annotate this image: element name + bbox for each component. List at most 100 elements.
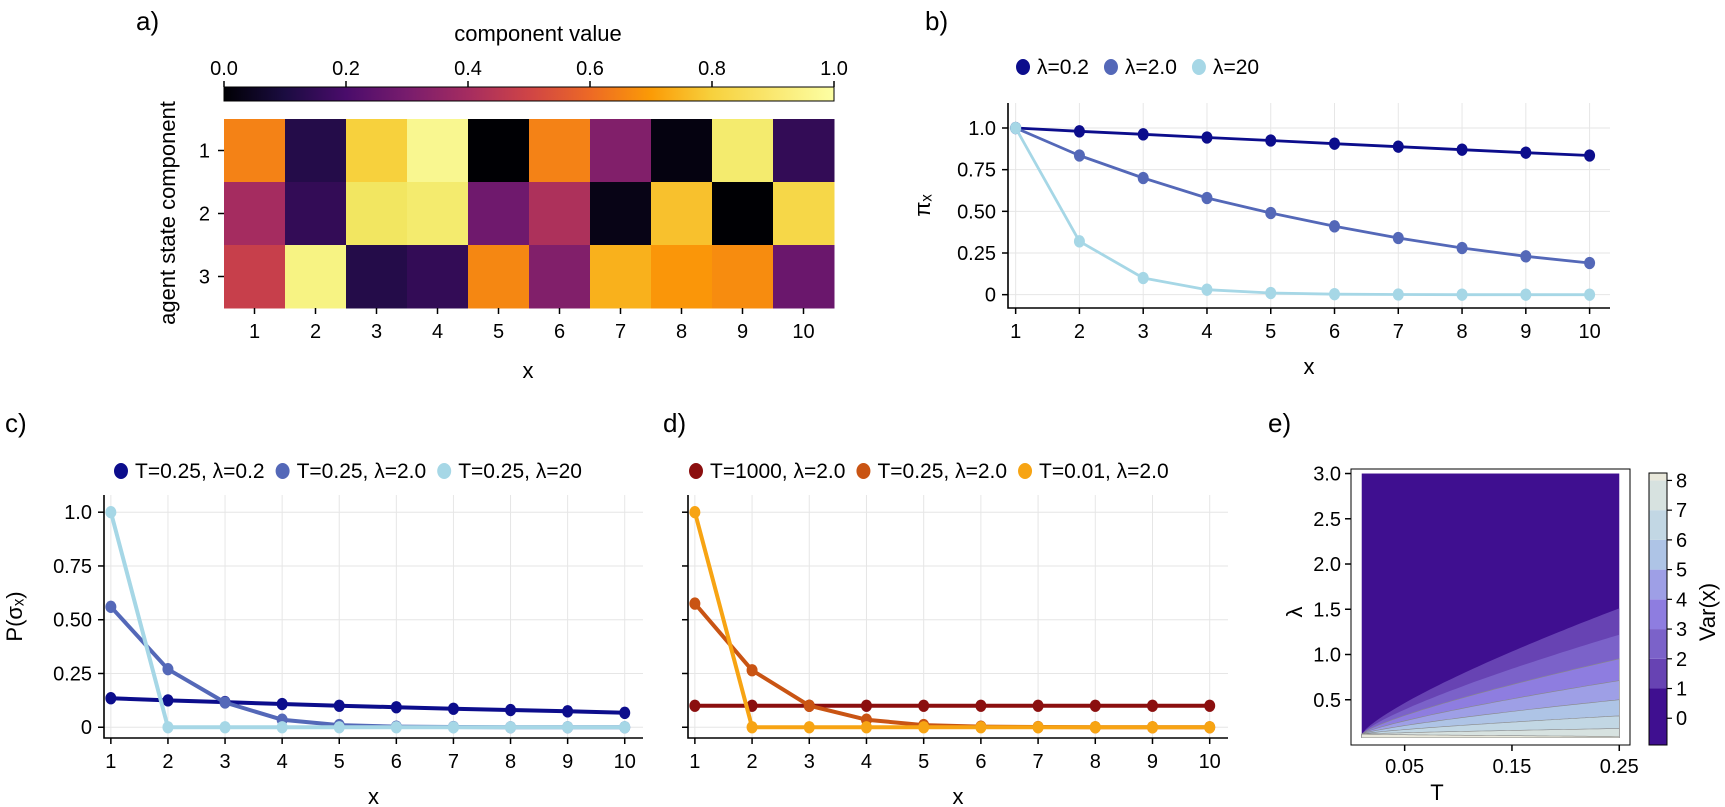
data-point: [1265, 286, 1277, 300]
heatmap-cell: [285, 182, 347, 246]
data-point: [619, 706, 631, 719]
data-point: [1032, 721, 1044, 734]
heatmap-cell: [773, 245, 835, 309]
x-tick-label: 8: [1090, 751, 1101, 773]
y-tick-label: 0.50: [53, 610, 92, 632]
series-line: [1014, 127, 1590, 297]
data-point: [1329, 288, 1341, 301]
x-tick-label: 0.15: [1492, 756, 1531, 778]
x-tick-label: 9: [1147, 751, 1158, 773]
colorbar-frame: [1648, 472, 1668, 746]
y-tick-label: 1.0: [968, 118, 996, 140]
data-point: [1520, 250, 1532, 263]
x-tick-label: 6: [1329, 321, 1340, 343]
x-tick-label: 10: [792, 321, 814, 343]
legend-marker: [1018, 463, 1033, 479]
data-point: [390, 701, 402, 714]
x-tick-label: 1: [689, 751, 700, 773]
data-point: [219, 696, 231, 709]
x-tick-label: 5: [493, 321, 504, 343]
heatmap-cell: [529, 182, 591, 246]
legend-label: T=0.25, λ=2.0: [877, 460, 1007, 483]
x-tick-label: 10: [1199, 751, 1221, 773]
x-tick-label: 4: [432, 321, 443, 343]
y-tick-label: 1: [199, 141, 210, 163]
y-axis-label: πₓ: [910, 194, 935, 217]
line-chart-d: 1 2 3 4 5 6 7 8 9 10 x T=1000, λ=2.0 T=0.25, λ=2.0 T=…: [682, 460, 1228, 807]
heatmap-cell: [346, 119, 408, 183]
colorbar-tick-label: 3: [1676, 619, 1687, 641]
data-point: [1032, 699, 1044, 712]
colorbar-tick-label: 0: [1676, 708, 1687, 730]
y-tick-label: 0: [81, 717, 92, 739]
colorbar-tick-label: 0.0: [210, 58, 238, 80]
x-tick-label: 1: [249, 321, 260, 343]
data-point: [918, 699, 930, 712]
data-point: [390, 721, 402, 734]
axes: [1007, 103, 1610, 309]
data-point: [333, 721, 345, 734]
data-point: [562, 721, 574, 734]
heatmap-cell: [407, 119, 469, 183]
x-tick-label: 9: [562, 751, 573, 773]
data-point: [975, 721, 987, 734]
colorbar-tick-label: 7: [1676, 500, 1687, 522]
heatmap-cell: [468, 182, 530, 246]
legend-label: T=0.25, λ=0.2: [135, 460, 265, 483]
legend-label: T=0.25, λ=2.0: [297, 460, 427, 483]
y-axis-label: P(σₓ): [2, 591, 27, 641]
data-point: [1073, 125, 1085, 138]
data-point: [1456, 288, 1468, 301]
x-tick-label: 2: [310, 321, 321, 343]
colorbar-tick-label: 1.0: [820, 58, 848, 80]
y-tick-label: 2.5: [1313, 509, 1341, 531]
contour-level: [1361, 733, 1620, 739]
heatmap-cell: [346, 182, 408, 246]
x-tick-label: 6: [554, 321, 565, 343]
heatmap-cell: [224, 119, 286, 183]
data-point: [918, 721, 930, 734]
legend-marker: [114, 463, 128, 479]
x-axis-label: x: [1304, 354, 1315, 379]
x-axis-label: x: [368, 784, 379, 807]
colorbar-tick-label: 8: [1676, 470, 1687, 492]
colorbar-segment: [1649, 688, 1667, 745]
y-tick-label: 1.0: [64, 502, 92, 524]
colorbar-segment: [1649, 539, 1667, 570]
heatmap-cell: [468, 245, 530, 309]
data-point: [689, 699, 701, 712]
colorbar: [223, 86, 835, 102]
x-tick-label: 0.25: [1600, 756, 1639, 778]
panel-label-b: b): [925, 6, 948, 36]
heatmap-cell: [773, 182, 835, 246]
y-tick-label: 0.75: [957, 160, 996, 182]
data-point: [505, 703, 517, 717]
legend-marker: [689, 463, 703, 479]
heatmap-cell: [407, 182, 469, 246]
data-point: [1204, 721, 1216, 734]
colorbar-tick-label: 6: [1676, 530, 1687, 552]
data-point: [1201, 191, 1213, 205]
heatmap-cell: [651, 119, 713, 183]
y-tick-label: 1.0: [1313, 645, 1341, 667]
x-tick-label: 1: [1010, 321, 1021, 343]
data-point: [860, 699, 872, 712]
series-line: [692, 511, 1210, 730]
x-tick-label: 5: [918, 751, 929, 773]
colorbar-segment: [1649, 569, 1667, 600]
heatmap-cell: [224, 182, 286, 246]
data-point: [1137, 171, 1149, 185]
data-point: [975, 699, 987, 712]
data-point: [1520, 288, 1532, 301]
panel-label-d: d): [663, 408, 686, 438]
x-tick-label: 9: [1520, 321, 1531, 343]
data-point: [1265, 134, 1277, 147]
data-point: [1201, 283, 1213, 296]
data-point: [689, 506, 701, 519]
data-point: [1137, 128, 1149, 141]
colorbar-segment: [1649, 473, 1667, 481]
data-point: [1392, 231, 1404, 245]
colorbar-segment: [1649, 480, 1667, 511]
legend-marker: [275, 463, 290, 479]
line-chart-c: 1 2 3 4 5 6 7 8 9 10 0 0.25 0.50 0.75 1.0 x P(σₓ) T=0.25,…: [2, 460, 643, 807]
